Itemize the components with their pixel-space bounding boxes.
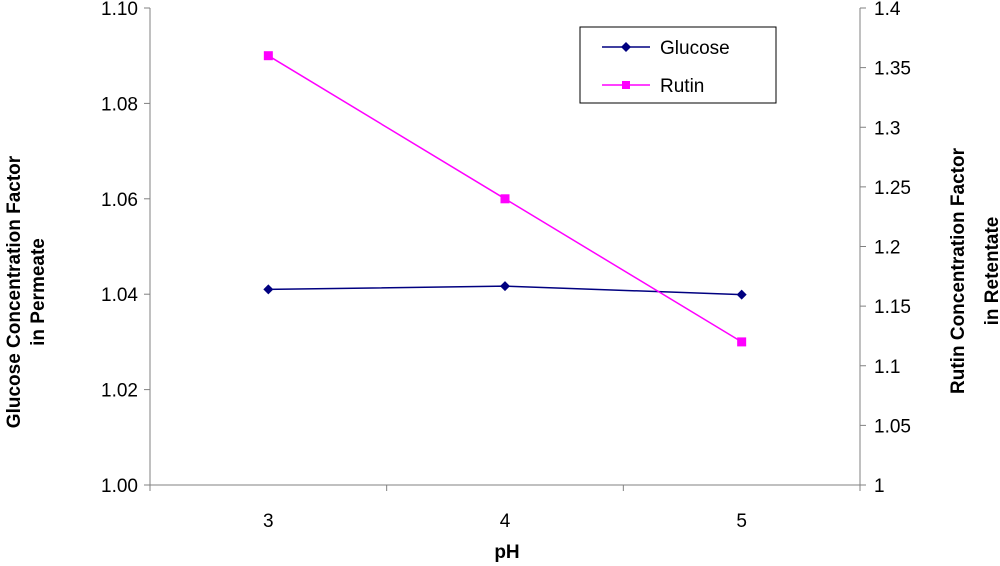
right-y-tick-labels: 1 1.05 1.1 1.15 1.2 1.25 1.3 1.35 1.4 bbox=[874, 0, 911, 497]
left-y-tick-label: 1.06 bbox=[101, 190, 138, 211]
axes bbox=[144, 7, 866, 491]
legend-glucose-marker bbox=[621, 42, 631, 52]
x-tick-labels: 3 4 5 bbox=[263, 511, 747, 532]
right-y-tick-label: 1 bbox=[874, 476, 885, 497]
right-y-tick-label: 1.25 bbox=[874, 178, 911, 199]
right-y-axis-title-line1: Rutin Concentration Factor bbox=[948, 147, 969, 394]
right-y-tick-label: 1.4 bbox=[874, 0, 901, 20]
glucose-data-point bbox=[736, 289, 747, 300]
right-y-tick-label: 1.05 bbox=[874, 416, 911, 437]
x-tick-label: 5 bbox=[736, 511, 747, 532]
legend-glucose-label: Glucose bbox=[660, 38, 730, 59]
x-axis-title: pH bbox=[494, 542, 519, 563]
left-y-tick-label: 1.10 bbox=[101, 0, 138, 20]
left-y-axis-title-line1: Glucose Concentration Factor bbox=[4, 155, 25, 428]
legend-box bbox=[579, 26, 777, 104]
x-tick-label: 4 bbox=[500, 511, 511, 532]
right-y-tick-label: 1.35 bbox=[874, 59, 911, 80]
rutin-data-point bbox=[263, 51, 273, 61]
left-y-tick-labels: 1.00 1.02 1.04 1.06 1.08 1.10 bbox=[101, 0, 138, 497]
glucose-data-point bbox=[263, 284, 274, 295]
rutin-data-point bbox=[737, 337, 747, 347]
left-y-tick-label: 1.08 bbox=[101, 94, 138, 115]
glucose-data-point bbox=[500, 281, 510, 292]
right-y-tick-label: 1.1 bbox=[874, 357, 900, 378]
left-y-tick-label: 1.00 bbox=[101, 476, 138, 497]
right-y-tick-label: 1.2 bbox=[874, 238, 900, 259]
legend-rutin-marker bbox=[622, 81, 630, 89]
left-y-axis-title: Glucose Concentration Factor in Permeate bbox=[4, 155, 49, 428]
left-y-tick-label: 1.02 bbox=[101, 381, 138, 402]
right-y-tick-label: 1.15 bbox=[874, 297, 911, 318]
series-layer bbox=[263, 51, 747, 347]
right-y-axis-title: Rutin Concentration Factor in Retentate bbox=[948, 147, 1000, 394]
left-y-tick-label: 1.04 bbox=[101, 285, 138, 306]
right-y-tick-label: 1.3 bbox=[874, 118, 900, 139]
legend: Glucose Rutin bbox=[579, 26, 777, 104]
x-tick-label: 3 bbox=[263, 511, 274, 532]
left-y-axis-title-line2: in Permeate bbox=[28, 238, 49, 346]
legend-rutin-label: Rutin bbox=[660, 76, 704, 97]
rutin-data-point bbox=[500, 194, 510, 204]
right-y-axis-title-line2: in Retentate bbox=[982, 217, 1000, 326]
